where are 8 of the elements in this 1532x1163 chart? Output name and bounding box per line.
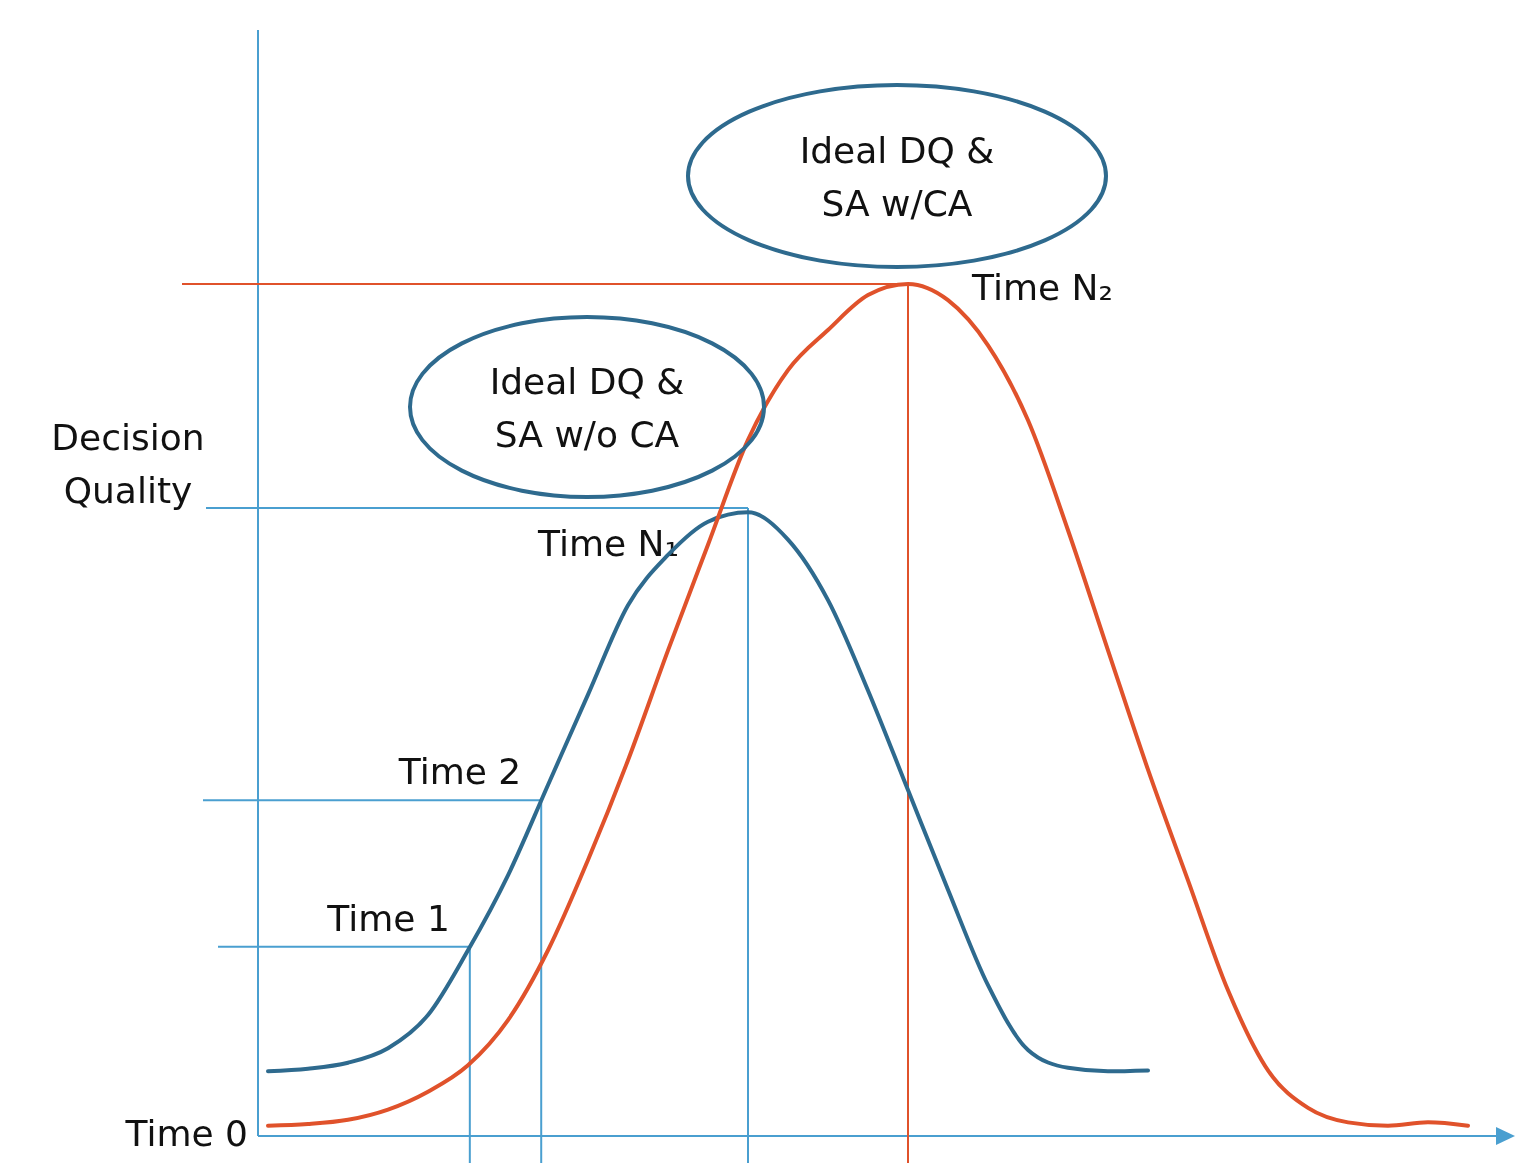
annotation: Ideal DQ & SA w/o CA [489,361,685,455]
text: Time 0 [124,1113,248,1154]
ref-line-label: Time 1 [326,897,450,939]
text: Ideal DQ & SA w/CA [799,130,995,224]
ref-line-label: Time N₂ [971,267,1113,308]
ref-line-label: Time 2 [397,751,522,793]
y-axis-title: Decision Quality [51,417,205,511]
ref-line-label: Time N₁ [537,523,679,565]
